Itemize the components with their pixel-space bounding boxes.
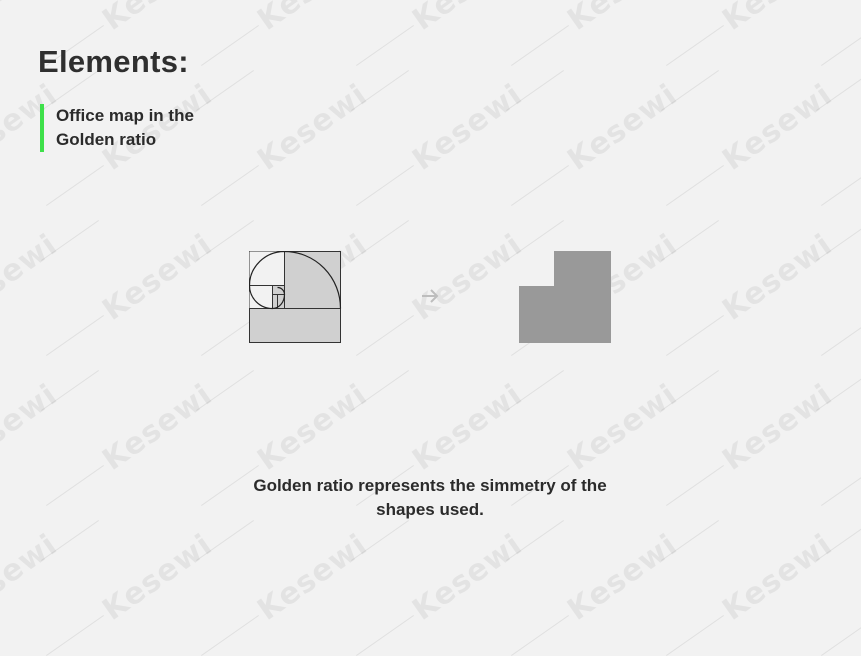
watermark-line <box>816 520 861 561</box>
watermark-line <box>666 615 724 656</box>
watermark-text: Kesewi <box>251 0 374 38</box>
watermark-line <box>661 70 719 111</box>
watermark-text: Kesewi <box>251 527 374 628</box>
watermark-text: Kesewi <box>96 0 219 38</box>
watermark-text: Kesewi <box>406 377 529 478</box>
watermark-line <box>511 165 569 206</box>
watermark-line <box>821 615 861 656</box>
watermark-text: Kesewi <box>561 377 684 478</box>
watermark-line <box>816 70 861 111</box>
watermark-line <box>356 25 414 66</box>
watermark-line <box>41 370 99 411</box>
watermark-line <box>46 165 104 206</box>
watermark-line <box>511 615 569 656</box>
watermark-line <box>821 315 861 356</box>
watermark-text: Kesewi <box>406 77 529 178</box>
watermark-text: Kesewi <box>406 527 529 628</box>
watermark-line <box>201 25 259 66</box>
caption: Golden ratio represents the simmetry of … <box>253 476 607 519</box>
watermark-text: Kesewi <box>406 227 529 328</box>
watermark-line <box>506 370 564 411</box>
watermark-text: Kesewi <box>716 0 839 38</box>
watermark-line <box>351 220 409 261</box>
watermark-line <box>356 615 414 656</box>
watermark-text: Kesewi <box>716 77 839 178</box>
watermark-line <box>666 465 724 506</box>
watermark-text: Kesewi <box>251 77 374 178</box>
watermark-line <box>821 165 861 206</box>
watermark-text: Kesewi <box>716 377 839 478</box>
watermark-text: Kesewi <box>561 77 684 178</box>
watermark-line <box>821 25 861 66</box>
watermark-text: Kesewi <box>0 527 64 628</box>
watermark-line <box>46 615 104 656</box>
watermark-line <box>196 220 254 261</box>
watermark-line <box>661 520 719 561</box>
watermark-line <box>511 25 569 66</box>
watermark-line <box>351 370 409 411</box>
watermark-line <box>46 315 104 356</box>
watermark-line <box>356 315 414 356</box>
watermark-text: Kesewi <box>0 0 64 38</box>
watermark-text: Kesewi <box>716 227 839 328</box>
watermark-line <box>196 370 254 411</box>
watermark-line <box>666 25 724 66</box>
golden-ratio-diagram <box>249 251 342 343</box>
watermark-line <box>41 520 99 561</box>
watermark-text: Kesewi <box>716 527 839 628</box>
watermark-line <box>351 70 409 111</box>
subtitle: Office map in the Golden ratio <box>40 104 246 152</box>
watermark-text: Kesewi <box>96 377 219 478</box>
watermark-text: Kesewi <box>561 0 684 38</box>
watermark-line <box>506 520 564 561</box>
watermark-line <box>816 370 861 411</box>
watermark-line <box>816 220 861 261</box>
watermark-line <box>201 615 259 656</box>
watermark-text: Kesewi <box>251 377 374 478</box>
arrow-right-icon <box>422 289 439 303</box>
watermark-line <box>666 315 724 356</box>
watermark-text: Kesewi <box>0 377 64 478</box>
watermark-text: Kesewi <box>406 0 529 38</box>
watermark-line <box>196 520 254 561</box>
page-title: Elements: <box>38 44 189 79</box>
watermark-line <box>201 165 259 206</box>
watermark-text: Kesewi <box>0 227 64 328</box>
watermark-line <box>351 520 409 561</box>
watermark-line <box>41 220 99 261</box>
watermark-line <box>821 465 861 506</box>
watermark-line <box>506 70 564 111</box>
watermark-line <box>46 465 104 506</box>
watermark-line <box>666 165 724 206</box>
watermark-line <box>661 370 719 411</box>
office-map-shape <box>519 251 611 343</box>
watermark-line <box>661 220 719 261</box>
watermark-text: Kesewi <box>96 527 219 628</box>
watermark-text: Kesewi <box>96 227 219 328</box>
watermark-text: Kesewi <box>561 527 684 628</box>
watermark-line <box>356 165 414 206</box>
